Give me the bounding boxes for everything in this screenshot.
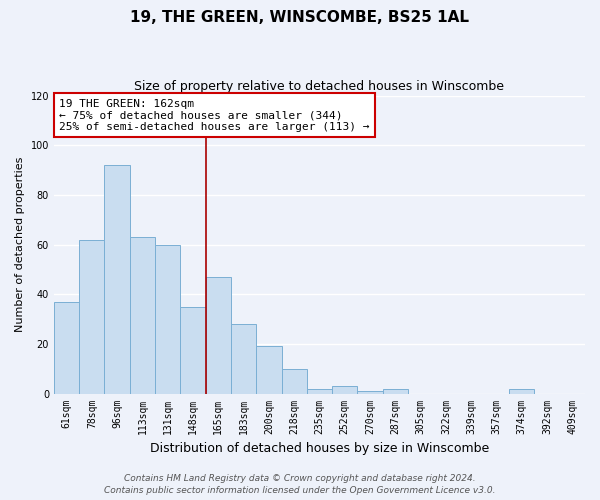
Title: Size of property relative to detached houses in Winscombe: Size of property relative to detached ho… <box>134 80 505 93</box>
Bar <box>104 165 130 394</box>
Bar <box>181 306 206 394</box>
Bar <box>256 346 281 394</box>
Bar <box>130 237 155 394</box>
Bar <box>509 388 535 394</box>
Bar <box>383 388 408 394</box>
X-axis label: Distribution of detached houses by size in Winscombe: Distribution of detached houses by size … <box>150 442 489 455</box>
Bar <box>231 324 256 394</box>
Bar <box>358 391 383 394</box>
Bar <box>206 277 231 394</box>
Bar <box>155 244 181 394</box>
Bar <box>332 386 358 394</box>
Bar <box>281 368 307 394</box>
Bar <box>54 302 79 394</box>
Y-axis label: Number of detached properties: Number of detached properties <box>15 157 25 332</box>
Text: 19, THE GREEN, WINSCOMBE, BS25 1AL: 19, THE GREEN, WINSCOMBE, BS25 1AL <box>131 10 470 25</box>
Text: 19 THE GREEN: 162sqm
← 75% of detached houses are smaller (344)
25% of semi-deta: 19 THE GREEN: 162sqm ← 75% of detached h… <box>59 98 370 132</box>
Bar <box>79 240 104 394</box>
Bar <box>307 388 332 394</box>
Text: Contains HM Land Registry data © Crown copyright and database right 2024.
Contai: Contains HM Land Registry data © Crown c… <box>104 474 496 495</box>
